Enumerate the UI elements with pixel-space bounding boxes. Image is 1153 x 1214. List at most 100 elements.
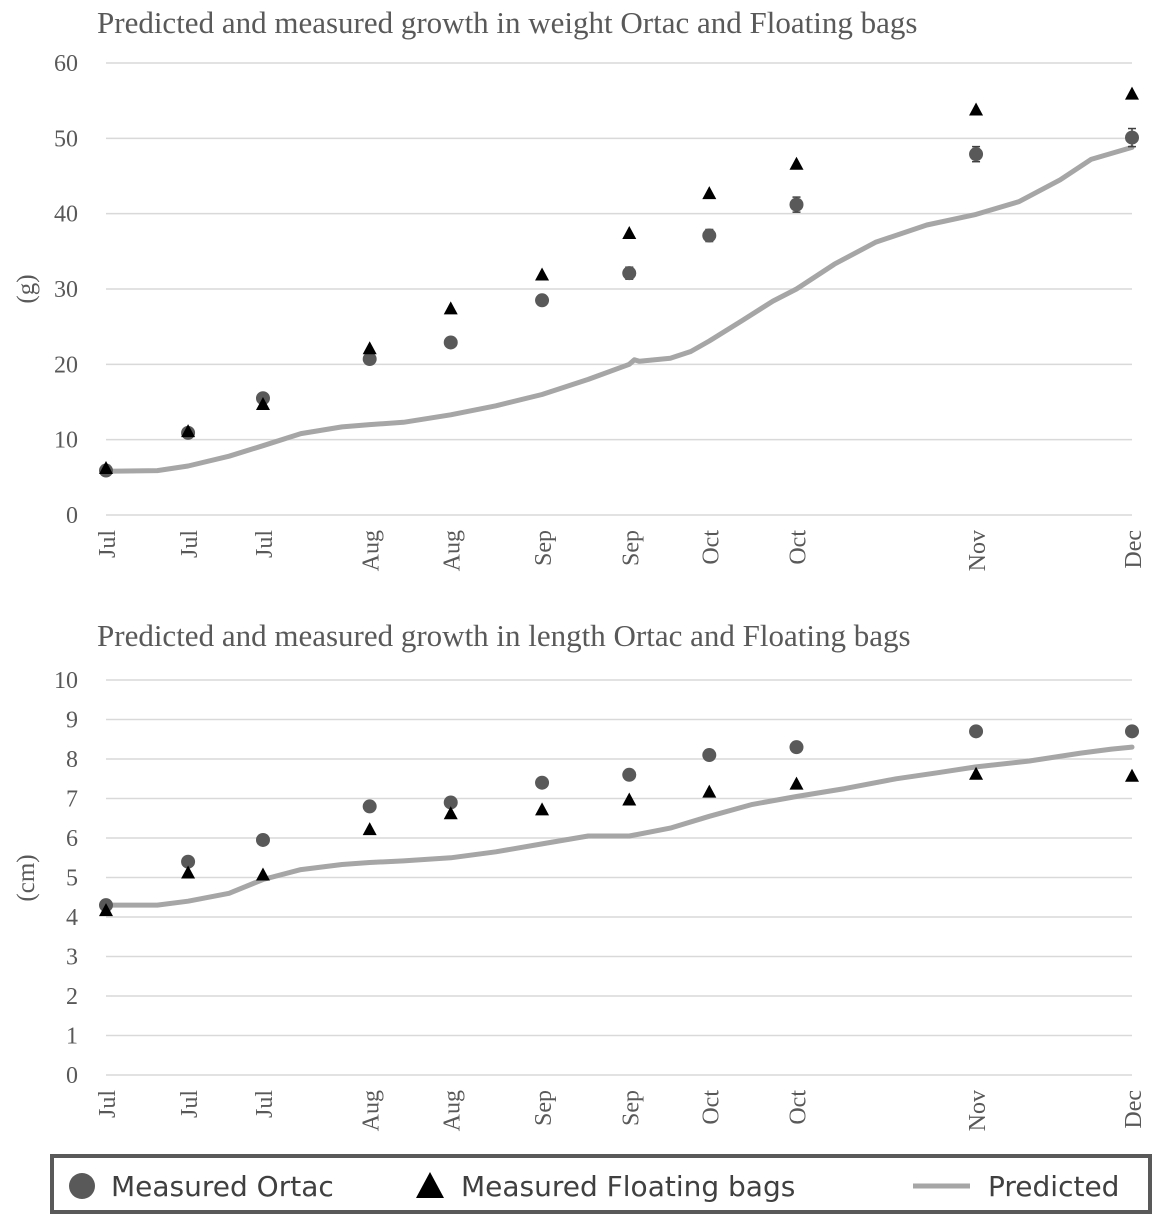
weight-x-tick-label: Nov	[965, 530, 991, 571]
weight-ortac-point	[702, 228, 717, 243]
weight-predicted-line	[103, 144, 1135, 474]
length-y-tick-label: 1	[66, 1024, 78, 1050]
weight-x-tick-label: Sep	[531, 530, 557, 566]
weight-floating-point	[1125, 86, 1139, 100]
length-x-tick-label: Oct	[785, 1090, 811, 1125]
legend-floating-label: Measured Floating bags	[461, 1170, 795, 1203]
length-y-tick-label: 6	[66, 826, 78, 852]
legend-ortac-marker	[69, 1173, 95, 1199]
weight-floating-point	[702, 186, 717, 200]
weight-x-tick-label: Sep	[618, 530, 644, 566]
length-x-tick-label: Oct	[698, 1090, 724, 1125]
length-floating-point	[99, 903, 113, 917]
weight-x-tick-label: Jul	[177, 530, 203, 558]
weight-chart-title: Predicted and measured growth in weight …	[97, 5, 917, 40]
legend-predicted-label: Predicted	[988, 1170, 1119, 1203]
weight-y-tick-labels: 0 10 20 30 40 50 60	[54, 51, 78, 529]
weight-ortac-point	[443, 335, 458, 350]
weight-y-tick-label: 40	[54, 202, 78, 228]
weight-x-tick-label: Oct	[785, 530, 811, 565]
weight-floating-point	[99, 461, 113, 475]
weight-x-tick-label: Aug	[440, 530, 466, 571]
length-series	[99, 724, 1139, 917]
length-x-tick-label: Dec	[1121, 1090, 1147, 1129]
weight-ortac-point	[969, 147, 984, 162]
length-x-tick-label: Jul	[252, 1090, 278, 1118]
length-y-tick-label: 2	[66, 984, 78, 1010]
length-y-tick-labels: 0 1 2 3 4 5 6 7 8 9 10	[54, 668, 78, 1089]
weight-y-tick-label: 50	[54, 126, 78, 152]
legend: Measured Ortac Measured Floating bags Pr…	[50, 1154, 1152, 1214]
length-x-tick-label: Jul	[95, 1090, 121, 1118]
length-predicted-line	[103, 744, 1135, 908]
weight-y-tick-label: 30	[54, 277, 78, 303]
length-chart: Predicted and measured growth in length …	[13, 618, 1147, 1131]
length-x-tick-label: Sep	[531, 1090, 557, 1126]
length-ortac-point	[789, 740, 804, 755]
length-x-tick-label: Sep	[618, 1090, 644, 1126]
length-ortac-point	[181, 854, 196, 869]
length-ortac-point	[362, 799, 377, 814]
length-floating-point	[1125, 768, 1139, 782]
length-floating-point	[181, 865, 196, 879]
weight-floating-point	[181, 424, 196, 438]
weight-ortac-point	[535, 293, 550, 308]
weight-y-axis-label: (g)	[13, 274, 40, 303]
weight-x-tick-label: Aug	[359, 530, 385, 571]
length-y-tick-label: 0	[66, 1063, 78, 1089]
length-x-tick-labels: Jul Jul Jul Aug Aug Sep Sep Oct Oct Nov Dec	[95, 1090, 1147, 1132]
weight-ortac-point	[362, 352, 377, 367]
length-chart-title: Predicted and measured growth in length …	[97, 618, 911, 653]
length-ortac-point	[535, 775, 550, 790]
weight-floating-point	[622, 226, 637, 240]
weight-y-tick-label: 0	[66, 503, 78, 529]
length-y-tick-label: 3	[66, 945, 78, 971]
length-floating-point	[443, 806, 458, 820]
weight-y-tick-label: 10	[54, 428, 78, 454]
length-y-tick-label: 10	[54, 668, 78, 694]
length-x-tick-label: Nov	[965, 1090, 991, 1131]
length-x-tick-label: Aug	[359, 1090, 385, 1131]
weight-x-tick-label: Jul	[252, 530, 278, 558]
legend-floating-marker	[416, 1172, 444, 1198]
length-floating-point	[969, 766, 984, 780]
weight-chart: Predicted and measured growth in weight …	[13, 5, 1147, 571]
weight-floating-point	[789, 156, 804, 170]
weight-x-tick-label: Jul	[95, 530, 121, 558]
length-x-tick-label: Aug	[440, 1090, 466, 1131]
weight-floating-point	[255, 397, 270, 411]
weight-ortac-point	[1125, 130, 1139, 145]
weight-floating-point	[443, 301, 458, 315]
length-ortac-point	[969, 724, 984, 739]
length-y-axis-label: (cm)	[13, 854, 40, 901]
length-y-tick-label: 4	[66, 905, 78, 931]
weight-y-tick-label: 60	[54, 51, 78, 77]
weight-y-tick-label: 20	[54, 352, 78, 378]
length-ortac-point	[702, 748, 717, 763]
length-floating-point	[255, 867, 270, 881]
length-y-tick-label: 5	[66, 866, 78, 892]
length-floating-point	[535, 802, 550, 816]
length-y-tick-label: 7	[66, 787, 78, 813]
weight-x-tick-labels: Jul Jul Jul Aug Aug Sep Sep Oct Oct Nov Dec	[95, 530, 1147, 572]
weight-x-tick-label: Oct	[698, 530, 724, 565]
length-y-tick-label: 8	[66, 747, 78, 773]
length-ortac-point	[1125, 724, 1139, 739]
weight-floating-point	[969, 102, 984, 116]
length-floating-point	[622, 792, 637, 806]
weight-x-tick-label: Dec	[1121, 530, 1147, 569]
weight-floating-point	[535, 267, 550, 281]
weight-series	[99, 86, 1139, 478]
weight-ortac-point	[622, 266, 637, 281]
legend-ortac-label: Measured Ortac	[111, 1170, 334, 1203]
weight-ortac-point	[789, 197, 804, 212]
length-y-tick-label: 9	[66, 708, 78, 734]
length-floating-point	[702, 784, 717, 798]
length-x-tick-label: Jul	[177, 1090, 203, 1118]
length-ortac-point	[622, 767, 637, 782]
length-floating-point	[789, 776, 804, 790]
length-ortac-point	[255, 832, 270, 847]
weight-floating-point	[362, 341, 377, 355]
length-floating-point	[362, 822, 377, 836]
